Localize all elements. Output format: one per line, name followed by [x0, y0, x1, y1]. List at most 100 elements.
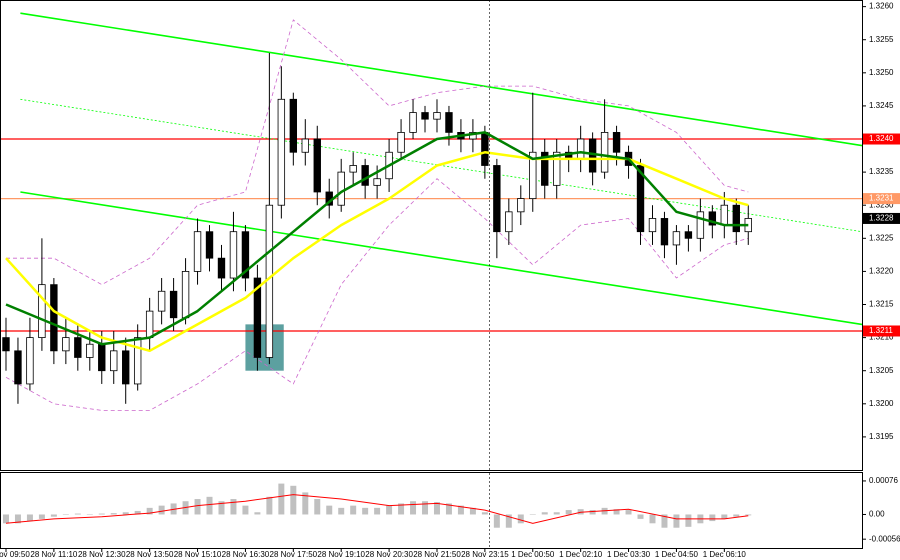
macd-bar	[158, 505, 165, 515]
macd-bar	[110, 513, 117, 515]
macd-bar	[589, 510, 596, 515]
macd-bar	[661, 514, 668, 528]
candle-body	[493, 165, 501, 233]
candle-body	[397, 131, 405, 153]
x-tick-label: 28 Nov 19:10	[317, 550, 365, 559]
candle-body	[26, 337, 34, 385]
level-tag	[863, 212, 900, 224]
y-tick-label: 1.3235	[869, 167, 894, 176]
candle-body	[110, 350, 118, 372]
x-tick-label: 1 Dec 04:50	[655, 550, 699, 559]
y-tick-label: 1.3250	[869, 68, 894, 77]
x-tick-label: 1 Dec 02:10	[559, 550, 603, 559]
candle-body	[349, 165, 357, 173]
candle-body	[648, 218, 657, 233]
y-tick-label: 1.3200	[869, 399, 894, 408]
candle-body	[253, 277, 262, 358]
candle-body	[50, 284, 58, 352]
y-tick-label: 0.00	[869, 510, 885, 519]
level-tag	[863, 325, 900, 337]
candle-body	[193, 231, 202, 272]
macd-bar	[362, 507, 369, 515]
level-label: 1.3231	[869, 194, 894, 203]
macd-bar	[206, 496, 213, 515]
candle-body	[588, 138, 597, 173]
macd-bar	[62, 514, 69, 515]
candle-body	[553, 151, 561, 186]
macd-bar	[745, 514, 752, 516]
candle-body	[529, 151, 537, 199]
candle-body	[301, 138, 309, 153]
x-tick-label: 28 Nov 21:50	[413, 550, 461, 559]
candle-body	[14, 350, 22, 385]
candle-body	[373, 178, 381, 186]
x-tick-label: 28 Nov 20:30	[365, 550, 413, 559]
candle-body	[289, 98, 298, 153]
macd-bar	[86, 514, 93, 515]
macd-bar	[637, 514, 644, 519]
macd-bar	[433, 502, 440, 515]
candle-body	[86, 343, 94, 358]
y-tick-label: -0.00056	[869, 534, 900, 543]
candle-body	[145, 310, 154, 339]
macd-bar	[50, 514, 57, 517]
moving-average	[5, 131, 749, 346]
candle-body	[277, 98, 286, 206]
highlight-zone	[245, 324, 284, 371]
candle-body	[636, 165, 645, 233]
macd-bar	[553, 512, 560, 515]
x-tick-label: 28 Nov 16:30	[222, 550, 270, 559]
macd-bar	[350, 505, 357, 515]
macd-bar	[338, 507, 345, 515]
y-tick-label: 1.3205	[869, 366, 894, 375]
macd-bar	[649, 514, 656, 524]
y-tick-label: 1.3215	[869, 300, 894, 309]
x-tick-label: 28 Nov 11:10	[30, 550, 78, 559]
macd-bar	[410, 501, 417, 515]
y-tick-label: 1.3220	[869, 267, 894, 276]
x-tick-label: 28 Nov 12:30	[78, 550, 126, 559]
macd-bar	[493, 514, 500, 528]
candle-body	[720, 204, 729, 226]
x-tick-label: 28 Nov 09:50	[0, 550, 30, 559]
candle-body	[541, 151, 549, 186]
macd-bar	[565, 510, 572, 515]
candle-body	[421, 112, 429, 120]
y-tick-label: 1.3255	[869, 35, 894, 44]
x-tick-label: 1 Dec 03:30	[607, 550, 651, 559]
macd-bar	[302, 492, 309, 515]
macd-bar	[194, 499, 201, 515]
candle-body	[732, 204, 740, 233]
candle-body	[409, 112, 417, 133]
macd-bar	[2, 514, 9, 524]
level-tag	[863, 193, 900, 205]
candle-body	[2, 337, 10, 352]
macd-bar	[505, 514, 512, 528]
candle-body	[157, 290, 166, 312]
candle-body	[361, 165, 369, 186]
y-tick-label: 1.3195	[869, 432, 894, 441]
candle-body	[505, 211, 513, 233]
y-tick-label: 1.3260	[869, 2, 894, 11]
candle-body	[241, 231, 250, 279]
macd-bar	[26, 514, 33, 522]
macd-bar	[721, 514, 728, 519]
macd-bar	[326, 505, 333, 515]
candle-body	[481, 131, 489, 166]
candle-body	[672, 231, 681, 246]
macd-bar	[445, 503, 452, 515]
x-tick-label: 28 Nov 15:10	[174, 550, 222, 559]
y-tick-label: 1.3245	[869, 101, 894, 110]
candle-body	[576, 138, 585, 160]
macd-bar	[709, 514, 716, 522]
candle-body	[708, 211, 717, 226]
macd-bar	[38, 514, 45, 519]
level-label: 1.3211	[869, 326, 893, 335]
candle-body	[217, 257, 226, 279]
macd-bar	[14, 514, 21, 524]
macd-bar	[218, 501, 225, 515]
macd-bar	[625, 510, 632, 515]
candle-body	[122, 350, 130, 385]
